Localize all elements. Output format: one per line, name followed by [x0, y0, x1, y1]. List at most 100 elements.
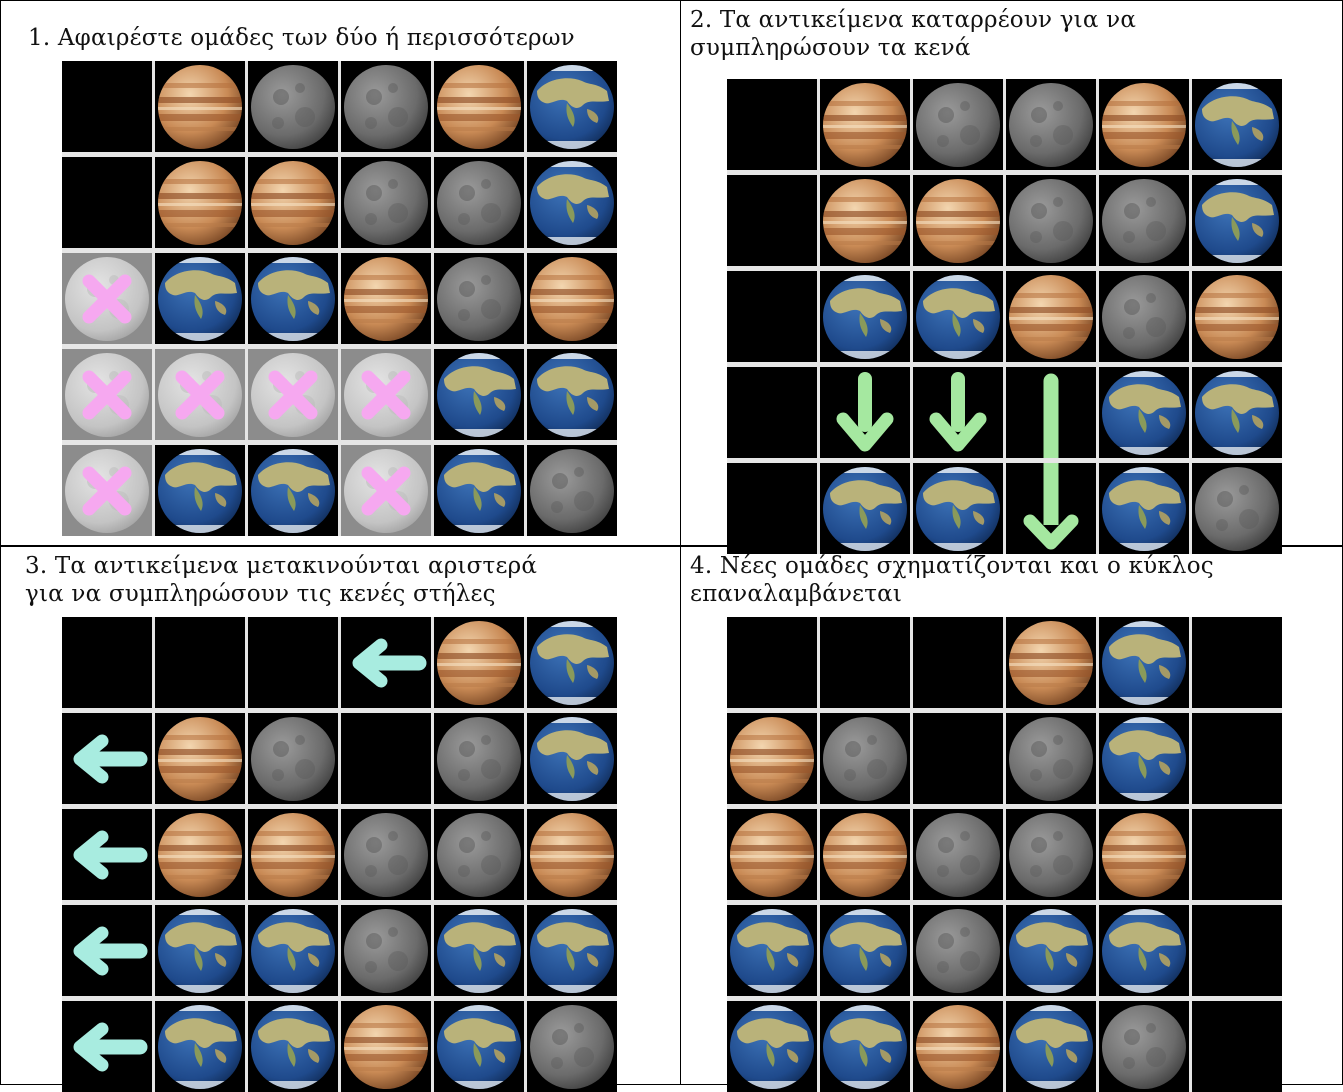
moon-icon[interactable]	[248, 61, 338, 152]
jupiter-icon[interactable]	[341, 253, 431, 344]
earth-icon[interactable]	[913, 271, 1003, 362]
jupiter-icon[interactable]	[527, 253, 617, 344]
moon-icon[interactable]	[913, 809, 1003, 900]
moon-icon[interactable]	[1099, 1001, 1189, 1092]
moon-icon[interactable]	[1006, 175, 1096, 266]
jupiter-icon[interactable]	[155, 157, 245, 248]
left-arrow-icon[interactable]	[62, 809, 152, 900]
earth-icon[interactable]	[820, 1001, 910, 1092]
jupiter-icon[interactable]	[1099, 809, 1189, 900]
moon-icon[interactable]	[341, 157, 431, 248]
jupiter-icon[interactable]	[913, 1001, 1003, 1092]
moon-icon[interactable]	[1099, 271, 1189, 362]
earth-icon[interactable]	[820, 271, 910, 362]
jupiter-icon[interactable]	[527, 809, 617, 900]
jupiter-icon[interactable]	[727, 713, 817, 804]
earth-icon[interactable]	[527, 349, 617, 440]
jupiter-icon[interactable]	[1006, 271, 1096, 362]
earth-icon[interactable]	[527, 61, 617, 152]
removed-moon-icon[interactable]	[341, 445, 431, 536]
removed-moon-icon[interactable]	[62, 349, 152, 440]
long-down-arrow-icon[interactable]	[1006, 463, 1096, 554]
moon-icon[interactable]	[341, 61, 431, 152]
moon-icon[interactable]	[434, 713, 524, 804]
moon-icon[interactable]	[434, 809, 524, 900]
moon-icon[interactable]	[1192, 463, 1282, 554]
earth-icon[interactable]	[434, 349, 524, 440]
left-arrow-icon[interactable]	[341, 617, 431, 708]
moon-icon[interactable]	[1006, 79, 1096, 170]
earth-icon[interactable]	[1099, 367, 1189, 458]
jupiter-icon[interactable]	[341, 1001, 431, 1092]
moon-icon[interactable]	[248, 713, 338, 804]
jupiter-icon[interactable]	[248, 809, 338, 900]
earth-icon[interactable]	[434, 905, 524, 996]
earth-icon[interactable]	[527, 617, 617, 708]
left-arrow-icon[interactable]	[62, 905, 152, 996]
moon-icon[interactable]	[1006, 809, 1096, 900]
jupiter-icon[interactable]	[155, 713, 245, 804]
earth-icon[interactable]	[155, 253, 245, 344]
moon-icon[interactable]	[527, 1001, 617, 1092]
earth-icon[interactable]	[248, 905, 338, 996]
removed-moon-icon[interactable]	[248, 349, 338, 440]
earth-icon[interactable]	[434, 445, 524, 536]
earth-icon[interactable]	[1099, 463, 1189, 554]
jupiter-icon[interactable]	[434, 617, 524, 708]
earth-icon[interactable]	[1006, 1001, 1096, 1092]
moon-icon[interactable]	[1099, 175, 1189, 266]
earth-icon[interactable]	[820, 463, 910, 554]
removed-moon-icon[interactable]	[62, 445, 152, 536]
earth-icon[interactable]	[155, 905, 245, 996]
jupiter-icon[interactable]	[1192, 271, 1282, 362]
earth-icon[interactable]	[1192, 79, 1282, 170]
jupiter-icon[interactable]	[820, 79, 910, 170]
moon-icon[interactable]	[913, 905, 1003, 996]
moon-icon[interactable]	[341, 809, 431, 900]
earth-icon[interactable]	[1099, 905, 1189, 996]
jupiter-icon[interactable]	[248, 157, 338, 248]
earth-icon[interactable]	[155, 445, 245, 536]
earth-icon[interactable]	[155, 1001, 245, 1092]
moon-icon[interactable]	[527, 445, 617, 536]
earth-icon[interactable]	[1192, 367, 1282, 458]
long-down-arrow-icon[interactable]	[1006, 367, 1096, 458]
earth-icon[interactable]	[527, 905, 617, 996]
earth-icon[interactable]	[527, 157, 617, 248]
earth-icon[interactable]	[727, 1001, 817, 1092]
earth-icon[interactable]	[434, 1001, 524, 1092]
jupiter-icon[interactable]	[820, 809, 910, 900]
earth-icon[interactable]	[527, 713, 617, 804]
left-arrow-icon[interactable]	[62, 1001, 152, 1092]
earth-icon[interactable]	[820, 905, 910, 996]
earth-icon[interactable]	[1006, 905, 1096, 996]
removed-moon-icon[interactable]	[341, 349, 431, 440]
jupiter-icon[interactable]	[1006, 617, 1096, 708]
earth-icon[interactable]	[248, 1001, 338, 1092]
moon-icon[interactable]	[820, 713, 910, 804]
moon-icon[interactable]	[434, 157, 524, 248]
jupiter-icon[interactable]	[434, 61, 524, 152]
jupiter-icon[interactable]	[155, 809, 245, 900]
down-arrow-icon[interactable]	[913, 367, 1003, 458]
removed-moon-icon[interactable]	[62, 253, 152, 344]
earth-icon[interactable]	[727, 905, 817, 996]
jupiter-icon[interactable]	[727, 809, 817, 900]
earth-icon[interactable]	[248, 253, 338, 344]
earth-icon[interactable]	[1192, 175, 1282, 266]
jupiter-icon[interactable]	[820, 175, 910, 266]
moon-icon[interactable]	[913, 79, 1003, 170]
removed-moon-icon[interactable]	[155, 349, 245, 440]
earth-icon[interactable]	[913, 463, 1003, 554]
moon-icon[interactable]	[1006, 713, 1096, 804]
jupiter-icon[interactable]	[913, 175, 1003, 266]
jupiter-icon[interactable]	[1099, 79, 1189, 170]
earth-icon[interactable]	[1099, 713, 1189, 804]
earth-icon[interactable]	[1099, 617, 1189, 708]
moon-icon[interactable]	[434, 253, 524, 344]
jupiter-icon[interactable]	[155, 61, 245, 152]
down-arrow-icon[interactable]	[820, 367, 910, 458]
moon-icon[interactable]	[341, 905, 431, 996]
earth-icon[interactable]	[248, 445, 338, 536]
left-arrow-icon[interactable]	[62, 713, 152, 804]
